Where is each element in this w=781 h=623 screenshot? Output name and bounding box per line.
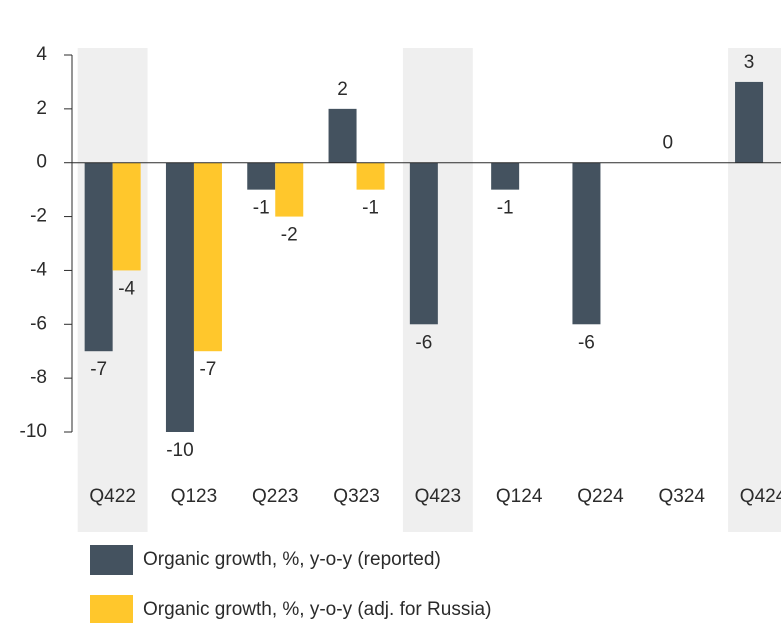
x-tick-label: Q422: [89, 486, 135, 507]
bar: [275, 162, 304, 217]
value-label: 2: [337, 79, 348, 100]
bar: [735, 81, 764, 163]
value-label: 0: [662, 133, 673, 154]
legend-swatch: [90, 545, 133, 575]
bar: [112, 162, 141, 271]
y-tick-label: -4: [30, 259, 47, 280]
bar: [193, 162, 222, 352]
bar: [328, 108, 357, 163]
x-tick-label: Q124: [496, 486, 543, 507]
bar: [491, 162, 520, 190]
value-label: -7: [199, 359, 216, 380]
x-tick-label: Q224: [577, 486, 624, 507]
y-tick-label: 0: [36, 152, 47, 173]
legend-label: Organic growth, %, y-o-y (reported): [143, 549, 441, 570]
x-tick-label: Q424: [740, 486, 781, 507]
value-label: -6: [578, 332, 595, 353]
value-label: -1: [497, 198, 514, 219]
value-label: -7: [90, 359, 107, 380]
value-label: -2: [281, 225, 298, 246]
y-tick-label: 2: [36, 98, 47, 119]
x-tick-label: Q324: [659, 486, 706, 507]
bar: [409, 162, 438, 325]
bar: [84, 162, 113, 352]
value-label: -4: [118, 278, 135, 299]
x-tick-label: Q223: [252, 486, 298, 507]
y-tick-label: -2: [30, 206, 47, 227]
y-tick-label: -8: [30, 367, 47, 388]
value-label: -6: [415, 332, 432, 353]
x-tick-label: Q123: [171, 486, 217, 507]
bar: [247, 162, 276, 190]
bar: [572, 162, 601, 325]
x-tick-label: Q323: [333, 486, 379, 507]
value-label: -10: [166, 440, 193, 461]
legend-swatch: [90, 595, 133, 623]
value-label: 3: [744, 52, 755, 73]
bar: [165, 162, 194, 432]
y-tick-label: 4: [36, 44, 47, 65]
legend-label: Organic growth, %, y-o-y (adj. for Russi…: [143, 599, 491, 620]
bar: [356, 162, 385, 190]
y-tick-label: -6: [30, 313, 47, 334]
value-label: -1: [362, 198, 379, 219]
y-tick-label: -10: [20, 421, 47, 442]
x-tick-label: Q423: [415, 486, 461, 507]
value-label: -1: [253, 198, 270, 219]
